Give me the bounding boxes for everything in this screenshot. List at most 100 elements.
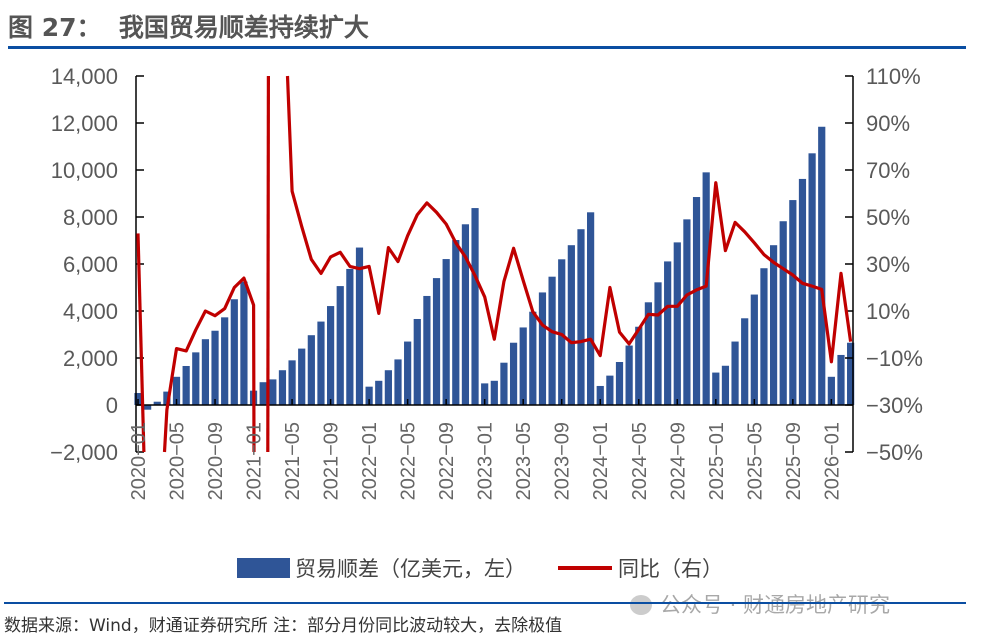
bar	[731, 341, 739, 405]
bar	[587, 212, 595, 405]
left-tick-label: 0	[106, 393, 118, 418]
right-tick-label: 50%	[866, 205, 910, 230]
bar	[615, 361, 624, 405]
title-divider	[8, 46, 966, 49]
bar	[692, 197, 701, 405]
bar	[606, 375, 614, 405]
bar	[327, 306, 335, 405]
footer-divider	[4, 602, 966, 604]
bar	[596, 385, 604, 405]
bar	[625, 345, 633, 405]
bar	[471, 208, 479, 405]
bar	[529, 311, 537, 405]
bar	[221, 317, 229, 405]
bar	[404, 341, 412, 405]
bar	[712, 372, 720, 405]
bar-series	[134, 126, 855, 410]
bar	[548, 276, 556, 405]
source-note: 数据来源：Wind，财通证券研究所 注：部分月份同比波动较大，去除极值	[4, 616, 563, 636]
x-tick-label: 2024−05	[629, 422, 651, 500]
x-tick-label: 2024−09	[667, 422, 689, 500]
bar	[336, 286, 344, 405]
bar	[355, 247, 364, 405]
left-tick-label: 2,000	[63, 346, 118, 371]
bar	[288, 360, 296, 405]
bar	[375, 380, 383, 405]
bar	[702, 172, 710, 405]
bar	[432, 278, 441, 405]
bar	[577, 229, 585, 405]
x-tick-label: 2021−05	[282, 422, 304, 500]
bar	[211, 330, 219, 405]
trade-surplus-chart: −2,000 0 2,000 4,000 6,000 8,000 10,000 12,000 1…	[50, 64, 923, 581]
x-axis-labels: 2020−01 2020−05 2020−09 2021−01 2021−05 2021−…	[128, 422, 843, 500]
left-tick-label: −2,000	[50, 440, 118, 465]
figure-title: 图 27： 我国贸易顺差持续扩大	[8, 13, 369, 42]
bar	[201, 339, 210, 405]
bar	[307, 335, 315, 405]
bar	[827, 376, 835, 405]
x-tick-label: 2023−05	[513, 422, 535, 500]
bar	[346, 268, 354, 405]
right-tick-label: 110%	[866, 64, 921, 89]
bar	[452, 240, 460, 405]
bar	[384, 370, 392, 405]
bar	[635, 326, 643, 405]
bar	[278, 370, 287, 405]
right-tick-label: −50%	[866, 440, 923, 465]
bar	[750, 294, 758, 405]
bar	[394, 359, 402, 405]
bar	[509, 342, 518, 405]
yoy-line	[136, 233, 146, 453]
yoy-line	[285, 75, 853, 364]
bar	[192, 352, 200, 405]
bar	[519, 327, 527, 405]
legend: 贸易顺差（亿美元，左） 同比（右）	[237, 558, 723, 581]
right-tick-label: 70%	[866, 158, 910, 183]
x-tick-label: 2026−01	[821, 422, 843, 500]
bar	[317, 321, 325, 405]
bar	[664, 261, 672, 405]
left-tick-label: 14,000	[51, 64, 118, 89]
x-tick-label: 2024−01	[590, 422, 612, 500]
x-tick-label: 2025−05	[744, 422, 766, 500]
left-tick-label: 4,000	[63, 299, 118, 324]
bar	[423, 295, 431, 405]
x-tick-label: 2022−05	[398, 422, 420, 500]
bar	[269, 379, 277, 405]
bar	[500, 362, 508, 405]
bar	[153, 401, 161, 405]
x-tick-label: 2022−01	[359, 422, 381, 500]
bar	[365, 386, 373, 405]
right-tick-label: −10%	[866, 346, 923, 371]
bar	[490, 380, 498, 405]
legend-label-line: 同比（右）	[618, 558, 723, 581]
bar	[259, 382, 267, 405]
bar	[558, 259, 566, 405]
yoy-line	[162, 276, 256, 453]
bar	[741, 318, 749, 405]
bar	[760, 268, 768, 405]
bar	[442, 259, 450, 405]
bar	[808, 153, 816, 405]
bar	[779, 221, 787, 405]
bar	[461, 224, 470, 405]
bar	[413, 318, 421, 405]
bar	[789, 200, 797, 405]
x-tick-label: 2022−09	[436, 422, 458, 500]
legend-swatch-bar	[237, 558, 290, 578]
left-tick-label: 10,000	[51, 158, 118, 183]
x-tick-label: 2021−01	[244, 422, 266, 500]
x-tick-label: 2025−09	[783, 422, 805, 500]
yoy-line	[266, 75, 270, 453]
watermark: 公众号 · 财通房地产研究	[630, 589, 890, 619]
x-tick-label: 2023−09	[552, 422, 574, 500]
bar	[481, 383, 489, 405]
left-axis-labels: −2,000 0 2,000 4,000 6,000 8,000 10,000 12,000 1…	[50, 64, 118, 465]
bar	[818, 126, 826, 405]
bar	[644, 302, 652, 405]
right-tick-label: 30%	[866, 252, 910, 277]
x-tick-label: 2021−09	[321, 422, 343, 500]
x-tick-label: 2023−01	[475, 422, 497, 500]
right-axis-labels: −50% −30% −10% 10% 30% 50% 70% 90% 110%	[866, 64, 923, 465]
